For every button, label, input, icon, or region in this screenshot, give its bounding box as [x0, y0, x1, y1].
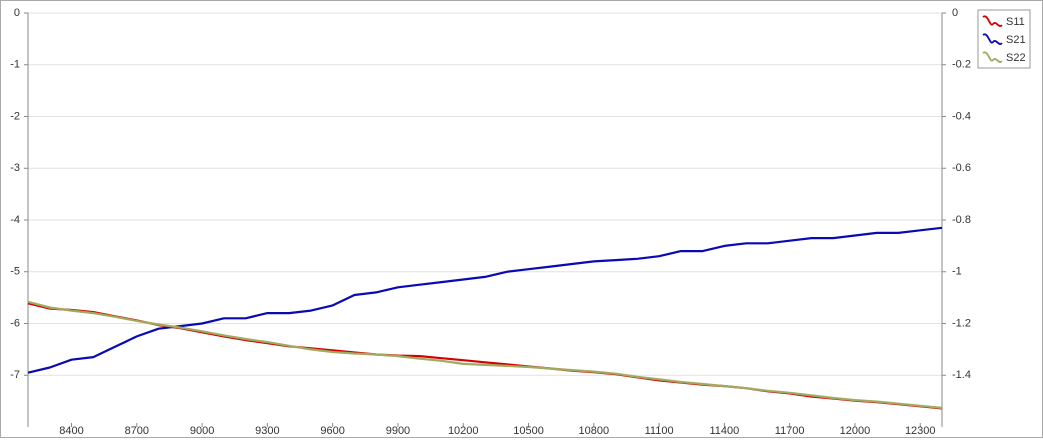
y-tick-label: 0 [14, 7, 20, 19]
legend-swatch [982, 51, 1003, 63]
x-tick-label: 10800 [579, 425, 610, 437]
x-tick-label: 9300 [255, 425, 279, 437]
x-tick-label: 8400 [59, 425, 83, 437]
y-tick-label: -1 [10, 59, 20, 71]
x-tick-label: 9600 [320, 425, 344, 437]
x-tick-label: 11700 [775, 425, 805, 437]
x-tick-label: 9900 [386, 425, 410, 437]
y2-tick-label: -1.4 [952, 369, 971, 381]
y-tick-label: -3 [10, 162, 20, 174]
legend-swatch [982, 33, 1003, 45]
x-tick-label: 8700 [125, 425, 149, 437]
series-line [27, 300, 943, 409]
y-tick-label: -6 [10, 317, 20, 329]
legend-swatch [982, 15, 1003, 27]
y2-tick-label: -0.2 [952, 59, 971, 71]
x-tick-label: 9000 [190, 425, 214, 437]
legend-label: S21 [1006, 34, 1026, 46]
y2-tick-label: -0.4 [952, 110, 971, 122]
x-tick-label: 10200 [448, 425, 479, 437]
legend-box [977, 9, 1031, 69]
y-tick-label: -4 [10, 214, 20, 226]
y2-tick-label: 0 [952, 7, 958, 19]
y-tick-label: -7 [10, 369, 20, 381]
legend-label: S11 [1006, 16, 1025, 28]
x-tick-label: 10500 [513, 425, 544, 437]
x-tick-label: 11100 [645, 425, 674, 437]
y2-tick-label: -0.6 [952, 162, 971, 174]
series-line [27, 226, 943, 374]
x-tick-label: 12000 [840, 425, 871, 437]
y2-tick-label: -1 [952, 266, 962, 278]
y-tick-label: -2 [10, 110, 20, 122]
legend-label: S22 [1006, 52, 1026, 64]
x-tick-label: 12300 [905, 425, 936, 437]
y2-tick-label: -1.2 [952, 317, 971, 329]
x-tick-label: 11400 [709, 425, 739, 437]
y-tick-label: -5 [10, 266, 20, 278]
y2-tick-label: -0.8 [952, 214, 971, 226]
